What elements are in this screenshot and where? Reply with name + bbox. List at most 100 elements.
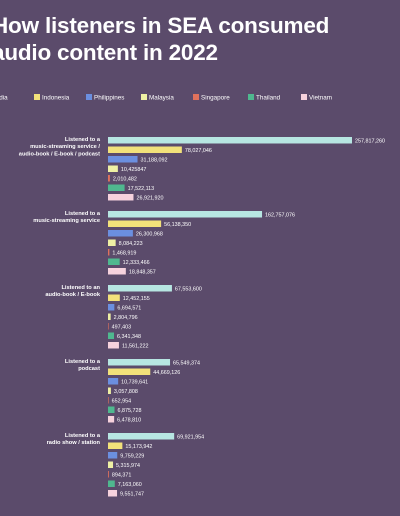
legend-label: Philippines — [94, 95, 124, 102]
bar-indonesia — [108, 368, 151, 375]
bar-singapore — [108, 397, 109, 404]
bar-vietnam — [108, 490, 118, 497]
category-group: Listened to a radio show / station 69,921,… — [47, 433, 204, 497]
legend-label: Singapore — [201, 95, 230, 102]
bar-malaysia — [108, 461, 114, 468]
category-label: Listened to an audio-book / E-book — [45, 285, 100, 298]
legend-label: Indonesia — [42, 95, 70, 102]
bar-vietnam — [108, 342, 119, 349]
legend: India Indonesia Philippines Malaysia Singapo… — [0, 94, 332, 102]
bar-value-label: 6,694,571 — [117, 305, 141, 311]
legend-swatch — [34, 94, 40, 100]
bar-value-label: 8,084,223 — [119, 241, 143, 247]
category-group: Listened to an audio-book / E-book 67,553,… — [45, 285, 202, 349]
bar-singapore — [108, 249, 110, 256]
bar-thailand — [108, 480, 115, 487]
bar-india — [108, 137, 352, 144]
bar-vietnam — [108, 416, 115, 423]
bar-value-label: 12,452,155 — [123, 296, 150, 302]
bar-value-label: 18,848,357 — [129, 269, 156, 275]
bar-value-label: 26,921,920 — [136, 195, 163, 201]
bar-value-label: 44,669,126 — [153, 370, 180, 376]
bar-value-label: 2,804,796 — [114, 315, 138, 321]
chart-title: How listeners in SEA consumed audio cont… — [0, 13, 330, 65]
legend-swatch — [86, 94, 92, 100]
bar-philippines — [108, 304, 115, 311]
bar-malaysia — [108, 239, 116, 246]
bar-value-label: 257,817,260 — [355, 138, 385, 144]
bar-value-label: 1,468,919 — [112, 250, 136, 256]
bar-malaysia — [108, 313, 111, 320]
bar-indonesia — [108, 146, 182, 153]
category-label: Listened to a radio show / station — [47, 433, 101, 446]
bar-philippines — [108, 156, 138, 163]
category-group: Listened to a music-streaming service 162,… — [33, 211, 295, 275]
legend-label: Malaysia — [149, 95, 174, 102]
bar-value-label: 5,315,974 — [116, 463, 140, 469]
legend-label: Vietnam — [309, 95, 332, 102]
bar-singapore — [108, 175, 110, 182]
category-label: Listened to a music-streaming service / au… — [19, 137, 101, 157]
bar-indonesia — [108, 220, 162, 227]
bar-value-label: 67,553,600 — [175, 286, 202, 292]
bar-value-label: 7,163,060 — [118, 482, 142, 488]
bar-singapore — [108, 471, 109, 478]
bar-philippines — [108, 452, 118, 459]
bar-value-label: 9,551,747 — [120, 491, 144, 497]
category-group: Listened to a podcast 65,549,374 44,669,126… — [65, 359, 200, 423]
legend-swatch — [301, 94, 307, 100]
bar-india — [108, 285, 172, 292]
bar-india — [108, 433, 175, 440]
bar-value-label: 31,188,092 — [141, 157, 168, 163]
bar-value-label: 2,010,482 — [113, 176, 137, 182]
plot-area: Listened to a music-streaming service / au… — [19, 137, 385, 497]
bar-thailand — [108, 332, 115, 339]
bar-singapore — [108, 323, 109, 330]
bar-malaysia — [108, 387, 111, 394]
legend-item-indonesia: Indonesia — [34, 94, 70, 102]
legend-swatch — [141, 94, 147, 100]
legend-swatch — [193, 94, 199, 100]
bar-value-label: 15,173,942 — [125, 444, 152, 450]
legend-label: India — [0, 95, 8, 102]
legend-item-vietnam: Vietnam — [301, 94, 332, 102]
bar-value-label: 69,921,954 — [177, 434, 204, 440]
bar-india — [108, 359, 171, 366]
bar-vietnam — [108, 194, 134, 201]
bar-india — [108, 211, 263, 218]
bar-value-label: 10,739,641 — [121, 379, 148, 385]
bar-value-label: 12,333,466 — [123, 260, 150, 266]
bar-value-label: 497,403 — [112, 324, 132, 330]
category-label: Listened to a podcast — [65, 359, 101, 372]
bar-value-label: 56,138,350 — [164, 222, 191, 228]
bar-thailand — [108, 406, 115, 413]
category-group: Listened to a music-streaming service / au… — [19, 137, 385, 201]
bar-value-label: 894,371 — [112, 472, 132, 478]
bar-malaysia — [108, 165, 118, 172]
category-label: Listened to a music-streaming service — [33, 211, 101, 224]
bar-thailand — [108, 184, 125, 191]
bar-value-label: 10,425847 — [121, 167, 146, 173]
bar-vietnam — [108, 268, 126, 275]
bar-value-label: 6,478,810 — [117, 417, 141, 423]
bar-value-label: 11,561,222 — [122, 343, 149, 349]
bar-value-label: 6,875,728 — [118, 408, 142, 414]
bar-value-label: 652,954 — [112, 398, 131, 404]
bar-indonesia — [108, 294, 120, 301]
bar-indonesia — [108, 442, 123, 449]
bar-value-label: 17,522,113 — [128, 186, 155, 192]
bar-value-label: 9,759,229 — [120, 453, 144, 459]
bar-value-label: 65,549,374 — [173, 360, 200, 366]
legend-item-thailand: Thailand — [248, 94, 281, 102]
bar-value-label: 78,027,046 — [185, 148, 212, 154]
bar-value-label: 26,300,968 — [136, 231, 163, 237]
bar-value-label: 6,341,348 — [117, 334, 141, 340]
bar-value-label: 162,757,076 — [265, 212, 295, 218]
bar-philippines — [108, 378, 119, 385]
bar-value-label: 3,057,808 — [114, 389, 138, 395]
legend-item-india: India — [0, 95, 8, 102]
bar-thailand — [108, 258, 120, 265]
bar-philippines — [108, 230, 133, 237]
legend-item-malaysia: Malaysia — [141, 94, 174, 102]
